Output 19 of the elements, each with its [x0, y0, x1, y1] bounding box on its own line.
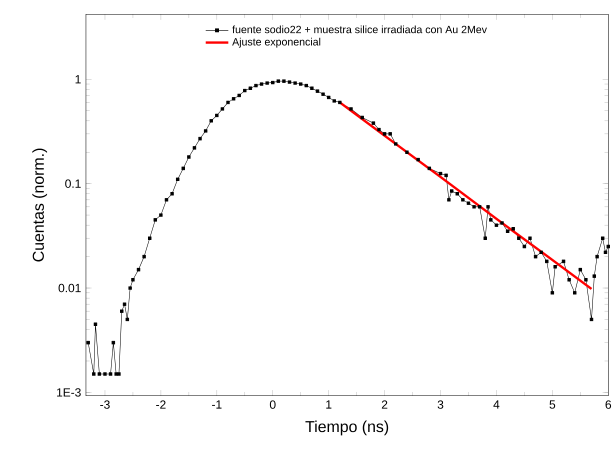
x-tick-label: 5: [550, 400, 556, 409]
x-tick-label: -3: [100, 400, 110, 409]
y-tick-label: 0.1: [65, 179, 81, 188]
x-tick-label: 4: [493, 400, 500, 408]
x-axis-title: Tiempo (ns): [305, 420, 388, 436]
line-series: [338, 101, 593, 290]
x-tick-label: -1: [212, 400, 222, 408]
x-tick-label: 1: [326, 400, 332, 408]
y-tick-label: 0.01: [58, 284, 81, 292]
x-tick-label: -2: [156, 400, 166, 409]
x-tick-label: 6: [606, 400, 612, 409]
legend-label: fuente sodio22 + muestra silice irradiada con Au 2Mev: [232, 25, 487, 34]
y-tick-label: 1E-3: [57, 388, 81, 397]
x-tick-label: 2: [382, 400, 388, 409]
x-tick-label: 0: [270, 400, 276, 409]
y-tick-label: 1: [76, 75, 81, 84]
x-tick-label: 3: [438, 400, 444, 409]
legend-label: Ajuste exponencial: [232, 38, 320, 48]
y-axis-title: Cuentas (norm.): [32, 148, 48, 262]
